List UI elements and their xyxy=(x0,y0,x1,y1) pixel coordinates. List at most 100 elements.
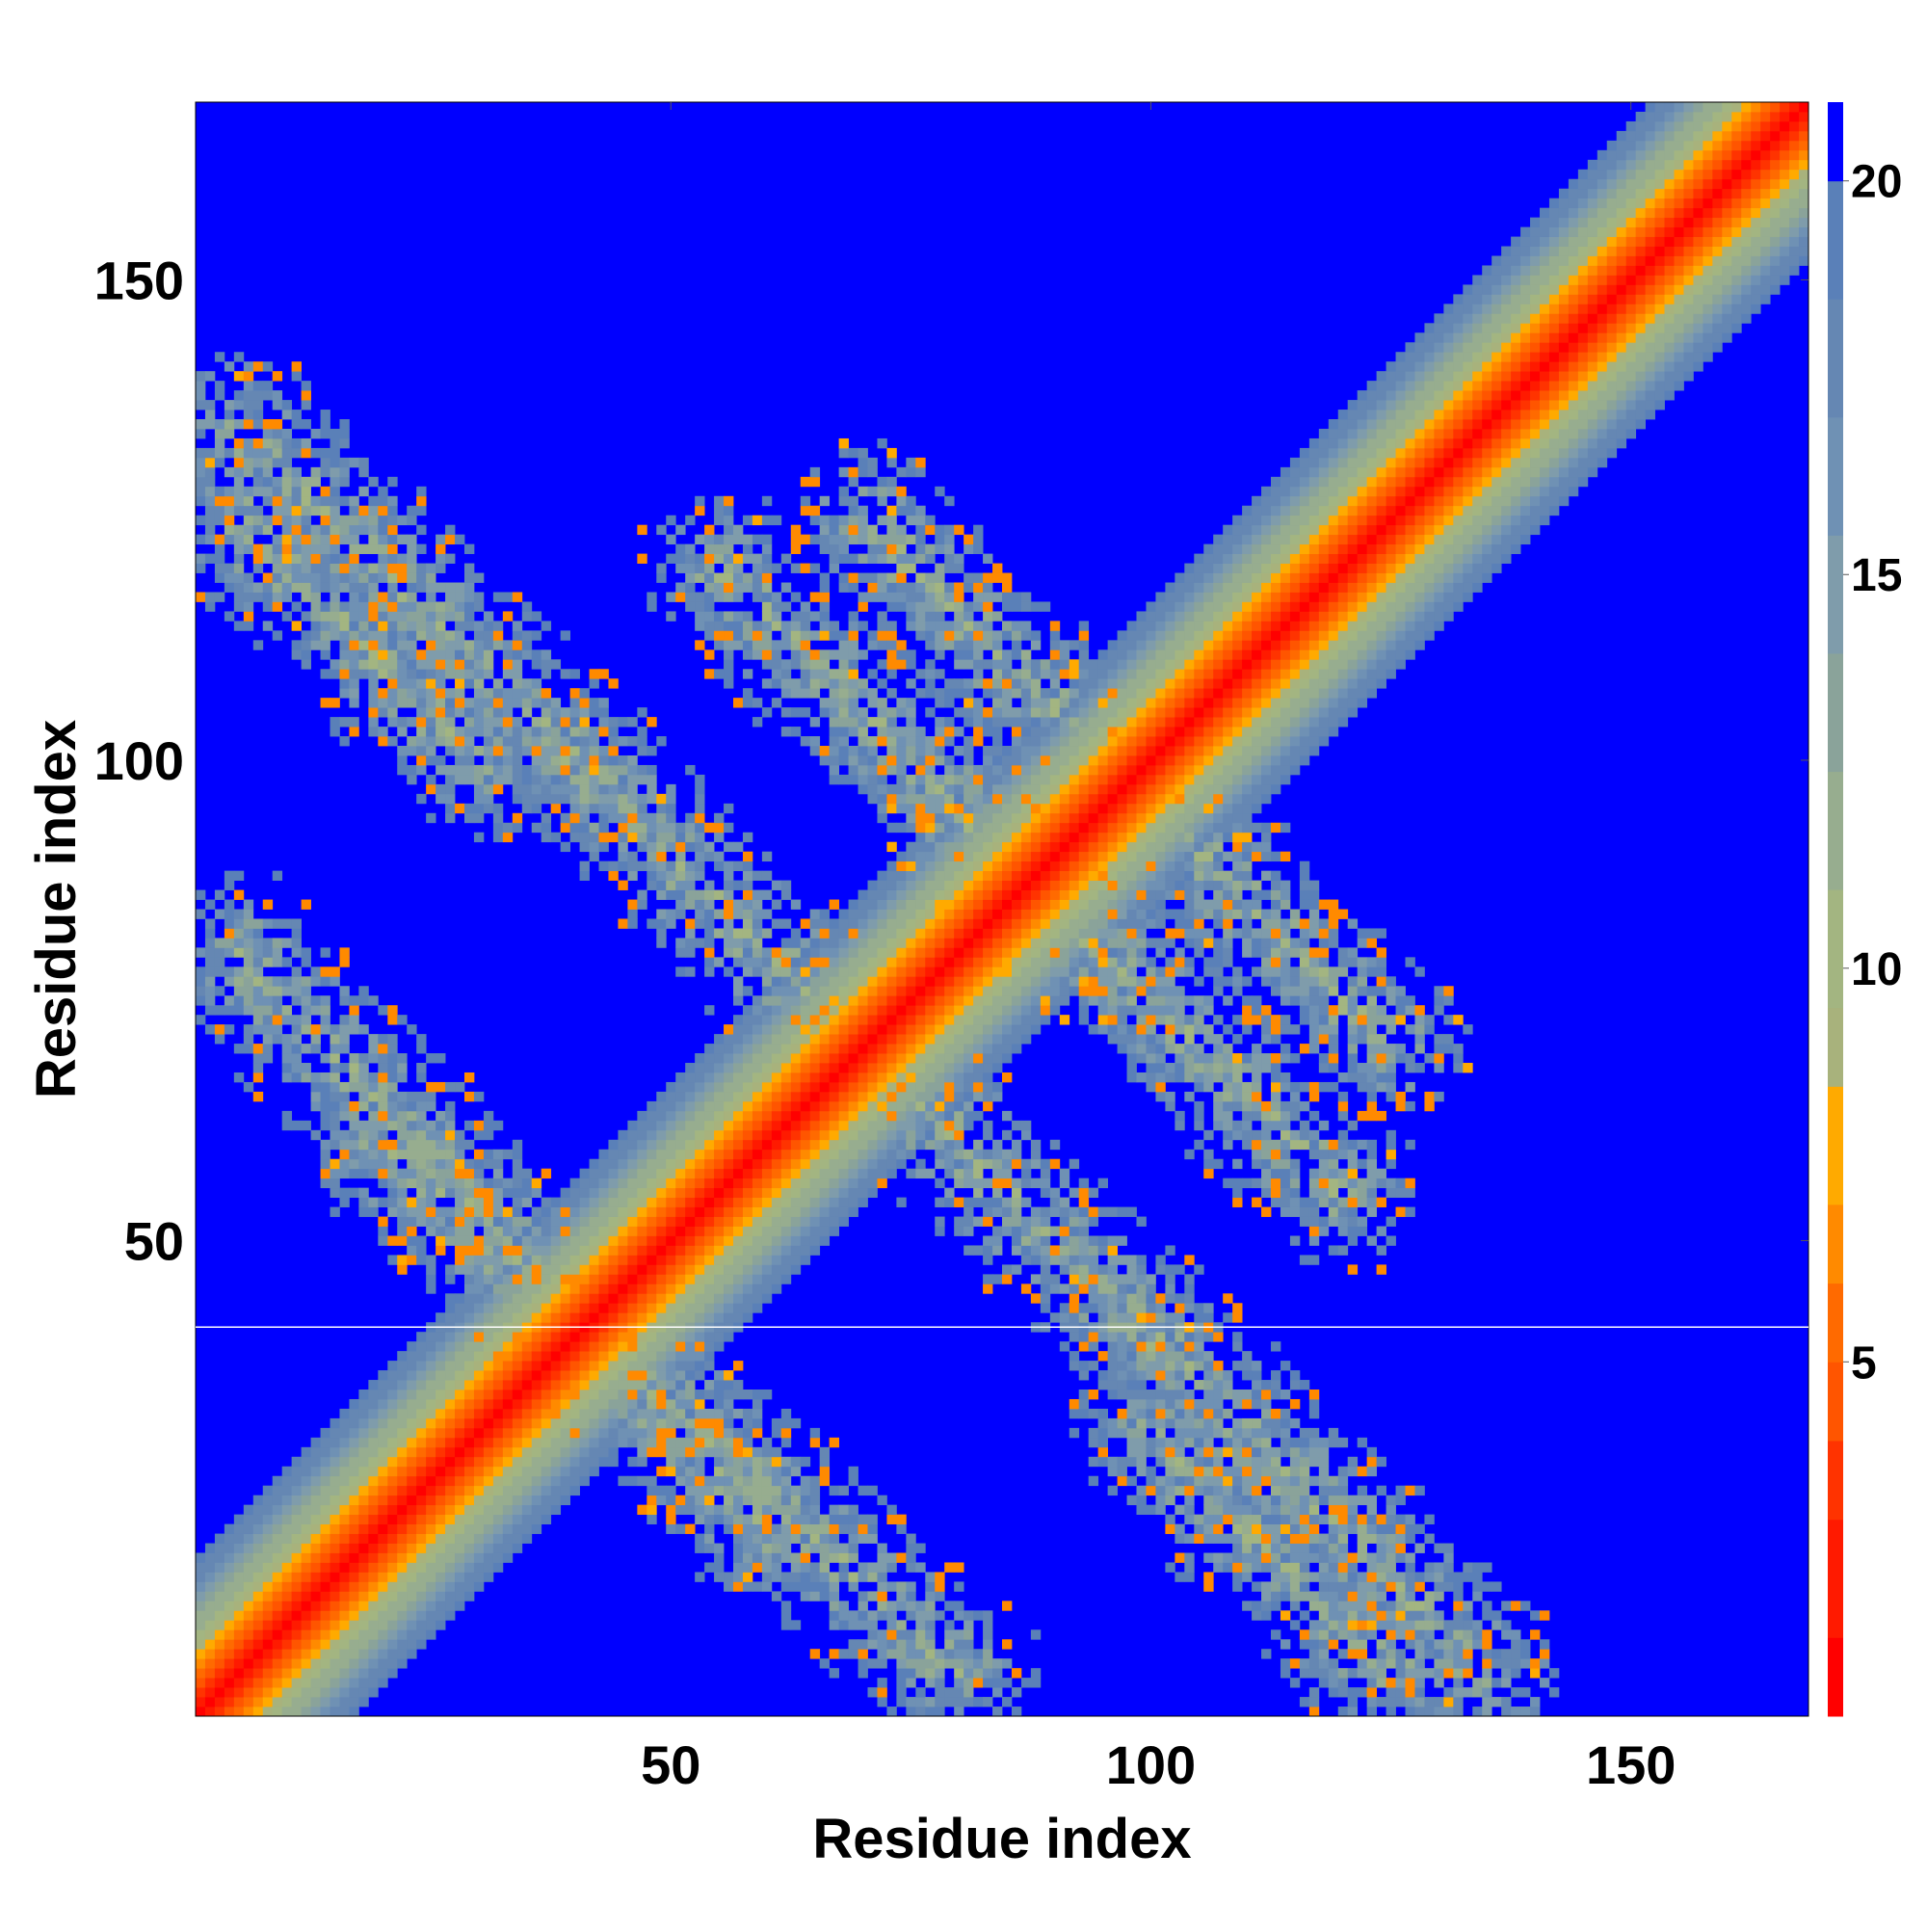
heatmap-cell xyxy=(685,1332,696,1342)
heatmap-cell xyxy=(320,428,330,439)
heatmap-cell xyxy=(714,1245,725,1256)
heatmap-cell xyxy=(196,457,206,468)
heatmap-cell xyxy=(637,1293,647,1304)
heatmap-cell xyxy=(512,1351,523,1362)
heatmap-cell xyxy=(339,1562,350,1573)
heatmap-cell xyxy=(281,428,293,439)
heatmap-cell xyxy=(829,1591,839,1601)
heatmap-cell xyxy=(675,592,686,602)
heatmap-cell xyxy=(560,717,570,728)
heatmap-cell xyxy=(838,1034,849,1045)
heatmap-cell xyxy=(724,1178,734,1189)
heatmap-cell xyxy=(310,1514,321,1524)
heatmap-cell xyxy=(752,563,763,573)
heatmap-cell xyxy=(733,630,744,641)
heatmap-cell xyxy=(695,1485,705,1496)
heatmap-cell xyxy=(809,1495,821,1506)
heatmap-cell xyxy=(829,1523,839,1534)
heatmap-cell xyxy=(569,1485,580,1496)
heatmap-cell xyxy=(838,1063,849,1073)
heatmap-cell xyxy=(378,1408,388,1419)
heatmap-cell xyxy=(281,1678,293,1688)
heatmap-cell xyxy=(915,1668,926,1679)
heatmap-cell xyxy=(685,1293,696,1304)
heatmap-cell xyxy=(310,1129,321,1141)
heatmap-cell xyxy=(196,1552,206,1563)
heatmap-cell xyxy=(550,717,562,728)
heatmap-cell xyxy=(243,611,254,622)
heatmap-cell xyxy=(752,717,763,728)
heatmap-cell xyxy=(886,947,897,958)
heatmap-cell xyxy=(291,1044,302,1054)
heatmap-cell xyxy=(733,1149,744,1160)
heatmap-cell xyxy=(752,1110,763,1122)
heatmap-cell xyxy=(455,1601,465,1611)
heatmap-cell xyxy=(724,1523,734,1534)
heatmap-cell xyxy=(771,1504,782,1516)
heatmap-cell xyxy=(483,1427,494,1439)
heatmap-cell xyxy=(800,1475,811,1487)
heatmap-cell xyxy=(272,437,283,449)
heatmap-cell xyxy=(867,1053,878,1064)
heatmap-cell xyxy=(550,1408,562,1419)
heatmap-cell xyxy=(262,1495,274,1506)
heatmap-cell xyxy=(742,1024,753,1035)
heatmap-cell xyxy=(407,1408,417,1419)
heatmap-cell xyxy=(349,1081,359,1093)
heatmap-cell xyxy=(848,659,858,670)
heatmap-cell xyxy=(310,1639,321,1650)
heatmap-cell xyxy=(858,1187,868,1199)
heatmap-cell xyxy=(579,1427,590,1439)
heatmap-cell xyxy=(473,1351,485,1362)
heatmap-cell xyxy=(752,1178,763,1189)
heatmap-cell xyxy=(473,1361,485,1371)
heatmap-cell xyxy=(301,1485,311,1496)
heatmap-cell xyxy=(426,746,436,756)
heatmap-cell xyxy=(733,1110,744,1122)
heatmap-cell xyxy=(771,1168,782,1179)
heatmap-cell xyxy=(656,1216,667,1227)
heatmap-cell xyxy=(809,1543,821,1553)
heatmap-cell xyxy=(473,1312,485,1323)
heatmap-cell xyxy=(426,717,436,728)
heatmap-cell xyxy=(867,717,878,728)
heatmap-cell xyxy=(560,1456,570,1468)
heatmap-cell xyxy=(771,976,782,987)
heatmap-cell xyxy=(867,1034,878,1045)
heatmap-cell xyxy=(627,1284,638,1294)
heatmap-cell xyxy=(838,938,849,948)
heatmap-cell xyxy=(656,870,667,881)
heatmap-cell xyxy=(637,1437,647,1448)
heatmap-cell xyxy=(426,1100,436,1112)
heatmap-cell xyxy=(426,783,436,795)
heatmap-cell xyxy=(262,1572,274,1582)
heatmap-cell xyxy=(560,1245,570,1256)
heatmap-cell xyxy=(262,1552,274,1563)
heatmap-cell xyxy=(742,1044,753,1054)
heatmap-cell xyxy=(521,1485,533,1496)
heatmap-cell xyxy=(733,1543,744,1553)
heatmap-cell xyxy=(272,553,283,564)
heatmap-cell xyxy=(858,986,868,996)
heatmap-cell xyxy=(877,572,887,583)
heatmap-cell xyxy=(339,1063,350,1073)
heatmap-cell xyxy=(724,1495,734,1506)
heatmap-cell xyxy=(733,1216,744,1227)
heatmap-cell xyxy=(666,1197,676,1207)
heatmap-cell xyxy=(541,832,552,843)
heatmap-cell xyxy=(358,515,369,526)
heatmap-cell xyxy=(416,621,427,631)
heatmap-cell xyxy=(262,1034,274,1045)
heatmap-cell xyxy=(867,1139,878,1151)
heatmap-cell xyxy=(656,1332,667,1342)
heatmap-cell xyxy=(724,649,734,660)
heatmap-cell xyxy=(464,659,475,670)
heatmap-cell xyxy=(397,630,408,641)
heatmap-cell xyxy=(724,889,734,900)
heatmap-cell xyxy=(886,957,897,967)
heatmap-cell xyxy=(771,1034,782,1045)
heatmap-cell xyxy=(339,1110,350,1122)
heatmap-cell xyxy=(473,764,485,776)
heatmap-cell xyxy=(704,1044,715,1054)
heatmap-cell xyxy=(695,1572,705,1582)
